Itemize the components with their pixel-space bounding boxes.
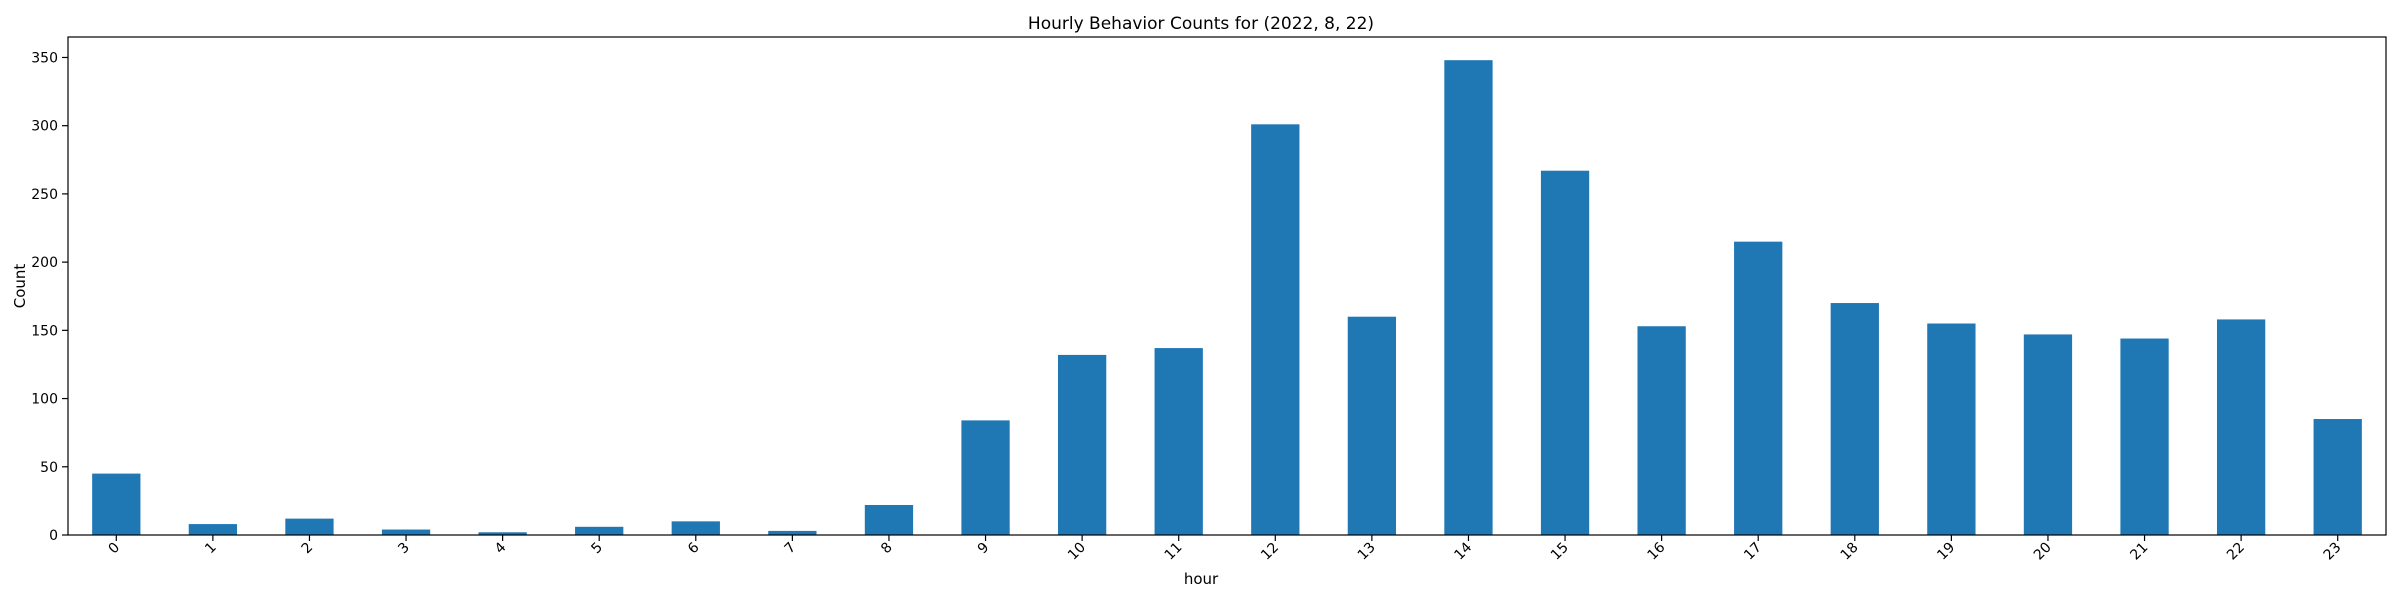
bar-10 <box>1057 354 1107 535</box>
x-tick-label: 11 <box>1162 540 1186 564</box>
y-tick-label: 50 <box>40 460 58 476</box>
x-tick-label: 19 <box>1934 540 1958 564</box>
x-tick-label: 15 <box>1548 540 1572 564</box>
bar-2 <box>285 518 334 535</box>
x-tick-label: 2 <box>299 540 317 558</box>
bar-13 <box>1347 316 1397 535</box>
x-tick-label: 4 <box>492 539 510 557</box>
bar-12 <box>1251 124 1300 535</box>
y-tick-label: 0 <box>49 528 58 544</box>
x-tick-label: 20 <box>2031 540 2055 564</box>
x-tick-label: 3 <box>395 540 413 558</box>
axes-frame <box>67 36 2387 536</box>
bar-3 <box>381 529 431 535</box>
bar-17 <box>1734 241 1783 535</box>
x-tick-label: 6 <box>685 539 703 557</box>
x-tick-label: 0 <box>105 540 123 558</box>
bar-6 <box>671 521 720 535</box>
bar-14 <box>1444 60 1493 535</box>
y-tick-label: 200 <box>31 255 58 271</box>
x-tick-label: 13 <box>1355 540 1379 564</box>
y-tick-label: 150 <box>31 323 58 339</box>
y-axis-label: Count <box>11 264 29 309</box>
bar-22 <box>2216 319 2266 535</box>
bar-21 <box>2120 338 2169 535</box>
bar-1 <box>188 524 238 535</box>
x-tick-label: 14 <box>1451 539 1475 563</box>
bar-20 <box>2023 334 2073 535</box>
bar-4 <box>478 532 527 535</box>
x-tick-label: 1 <box>202 540 220 558</box>
x-tick-label: 17 <box>1741 540 1765 564</box>
bar-18 <box>1830 303 1879 535</box>
bar-11 <box>1154 348 1203 535</box>
bar-9 <box>961 420 1010 535</box>
bar-23 <box>2313 419 2362 535</box>
y-tick-label: 100 <box>31 392 58 408</box>
x-tick-label: 18 <box>1838 540 1862 564</box>
chart-title: Hourly Behavior Counts for (2022, 8, 22) <box>1028 14 1374 34</box>
x-tick-label: 7 <box>782 540 800 558</box>
bar-7 <box>768 530 817 535</box>
bar-5 <box>575 526 624 535</box>
x-tick-label: 9 <box>975 540 993 558</box>
x-tick-label: 8 <box>878 540 896 558</box>
x-tick-label: 16 <box>1645 539 1669 563</box>
x-tick-label: 22 <box>2224 540 2248 564</box>
bar-16 <box>1637 326 1686 535</box>
x-tick-label: 23 <box>2321 540 2345 564</box>
x-tick-label: 21 <box>2127 540 2151 564</box>
x-tick-label: 10 <box>1065 540 1089 564</box>
bar-0 <box>92 473 141 535</box>
x-tick-label: 12 <box>1258 540 1282 564</box>
bar-15 <box>1540 170 1590 535</box>
x-tick-label: 5 <box>588 540 606 558</box>
bar-8 <box>864 504 914 535</box>
y-tick-label: 300 <box>31 119 58 135</box>
x-axis-label: hour <box>1184 570 1219 588</box>
y-tick-label: 250 <box>31 187 58 203</box>
bar-19 <box>1927 323 1976 535</box>
y-tick-label: 350 <box>31 50 58 66</box>
